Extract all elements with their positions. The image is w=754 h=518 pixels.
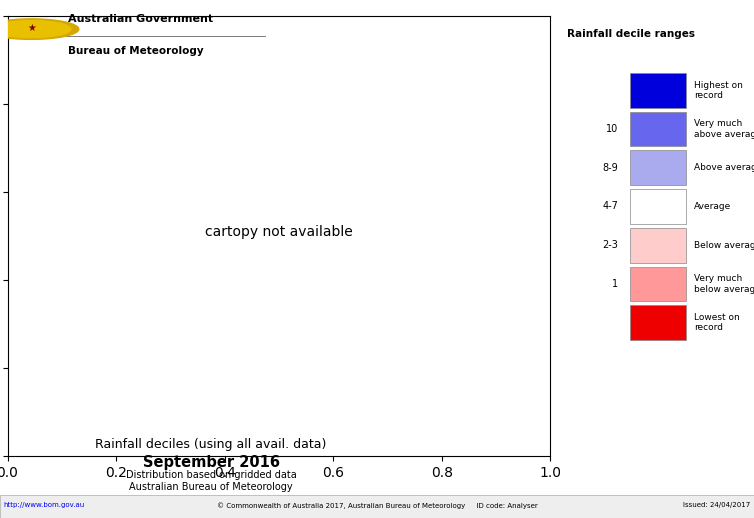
Bar [630,73,686,108]
Text: ★: ★ [27,23,35,33]
Text: 2-3: 2-3 [602,240,618,250]
Text: cartopy not available: cartopy not available [205,225,353,239]
Text: © Commonwealth of Australia 2017, Australian Bureau of Meteorology     ID code: : © Commonwealth of Australia 2017, Austra… [216,502,538,509]
Text: Bureau of Meteorology: Bureau of Meteorology [68,46,204,56]
Bar [630,111,686,147]
Text: September 2016: September 2016 [143,455,280,470]
Text: 8-9: 8-9 [602,163,618,172]
Text: Australian Bureau of Meteorology: Australian Bureau of Meteorology [129,482,293,492]
Text: http://www.bom.gov.au: http://www.bom.gov.au [4,502,85,508]
Bar [630,305,686,340]
Text: Distribution based on gridded data: Distribution based on gridded data [126,470,296,480]
Text: Below average: Below average [694,241,754,250]
Text: 1: 1 [612,279,618,289]
Text: Rainfall decile ranges: Rainfall decile ranges [567,28,695,39]
Text: Lowest on
record: Lowest on record [694,313,740,333]
Text: Very much
above average: Very much above average [694,119,754,139]
Bar [630,266,686,301]
Text: Australian Government: Australian Government [68,15,213,24]
Circle shape [0,19,79,39]
Text: 10: 10 [606,124,618,134]
Text: 4-7: 4-7 [602,202,618,211]
Text: Issued: 24/04/2017: Issued: 24/04/2017 [683,502,750,508]
Circle shape [0,21,71,38]
Text: Very much
below average: Very much below average [694,274,754,294]
Bar [66,36,266,37]
Bar [630,228,686,263]
Bar [630,150,686,185]
Text: Average: Average [694,202,731,211]
Text: Above average: Above average [694,163,754,172]
Text: Highest on
record: Highest on record [694,80,743,100]
Bar [630,189,686,224]
Text: Rainfall deciles (using all avail. data): Rainfall deciles (using all avail. data) [96,438,326,451]
